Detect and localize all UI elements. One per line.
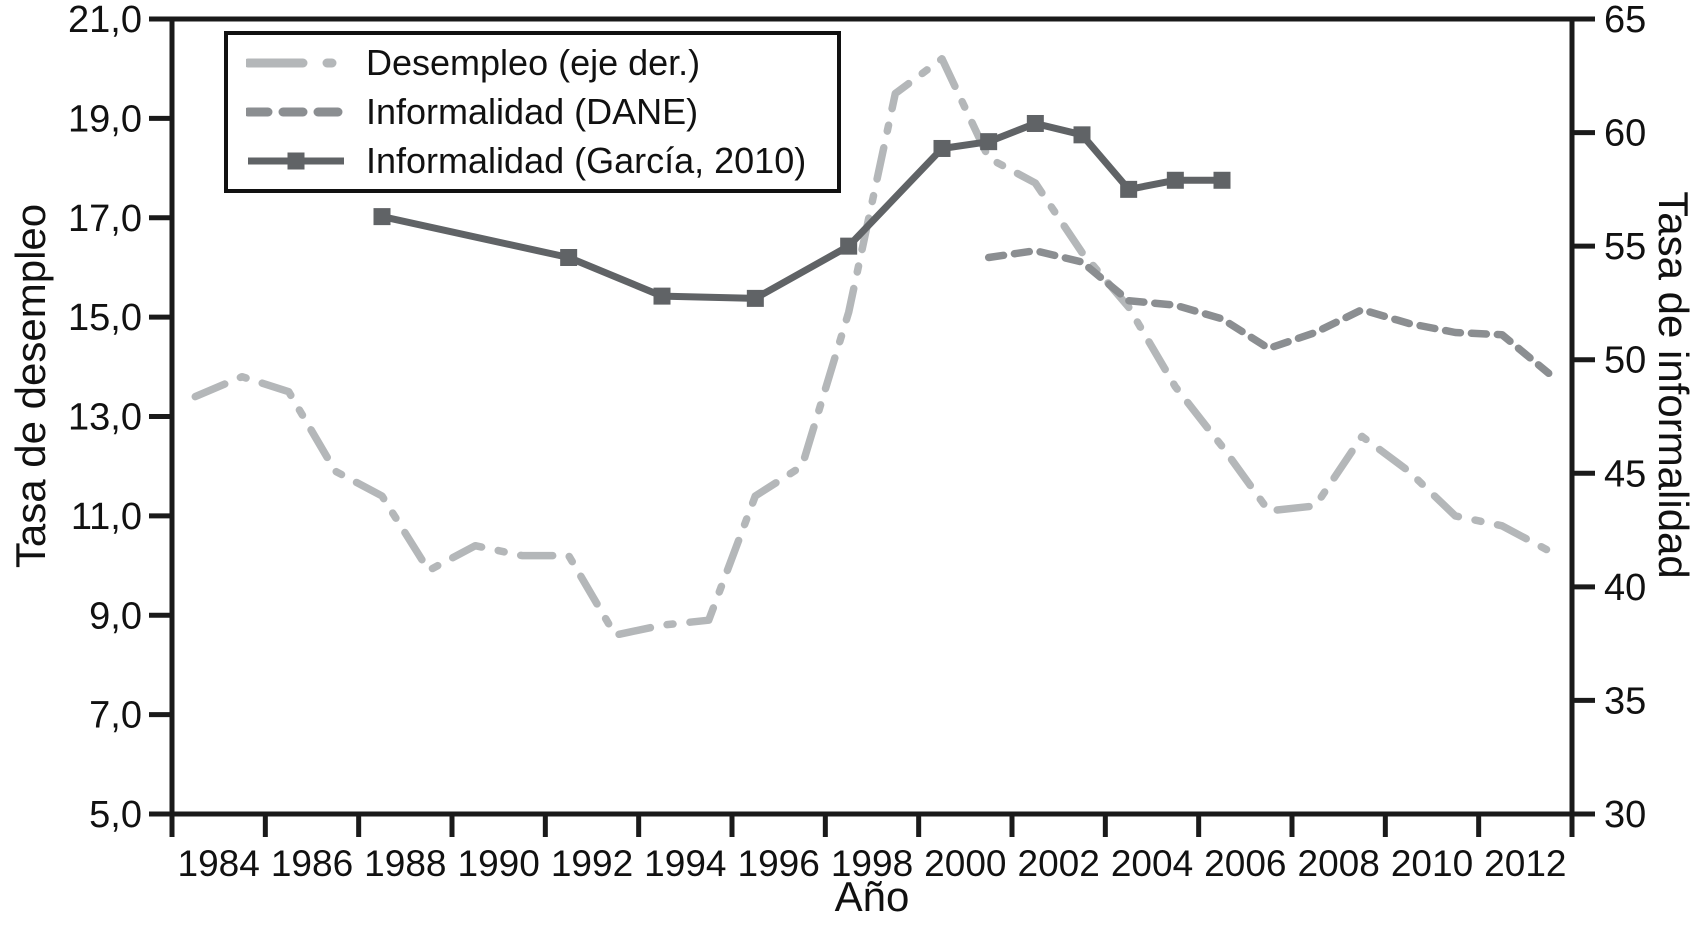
x-tick-label: 2000	[924, 843, 1006, 884]
x-tick-label: 2012	[1484, 843, 1566, 884]
x-tick-label: 2006	[1204, 843, 1286, 884]
y-right-tick-label: 60	[1604, 113, 1646, 155]
y-left-tick-label: 11,0	[71, 496, 142, 538]
series-marker-2	[933, 139, 951, 157]
series-marker-2	[1073, 126, 1091, 144]
series-marker-2	[653, 287, 671, 305]
series-marker-2	[1166, 171, 1184, 189]
legend: Desempleo (eje der.) Informalidad (DANE)…	[224, 31, 841, 193]
series-marker-2	[1026, 114, 1044, 132]
dane-dashed-swatch-icon	[246, 107, 346, 117]
series-marker-2	[1213, 171, 1231, 189]
y-right-tick-label: 45	[1604, 453, 1646, 495]
legend-label-informalidad-dane: Informalidad (DANE)	[366, 90, 699, 132]
x-tick-label: 1984	[178, 843, 260, 884]
legend-label-informalidad-garcia: Informalidad (García, 2010)	[366, 139, 807, 181]
legend-item-informalidad-dane: Informalidad (DANE)	[246, 91, 831, 133]
series-marker-2	[1120, 180, 1138, 198]
y-left-tick-label: 15,0	[68, 297, 142, 339]
series-marker-2	[840, 237, 858, 255]
legend-item-desempleo: Desempleo (eje der.)	[246, 42, 831, 84]
y-left-tick-label: 21,0	[68, 0, 142, 41]
series-marker-2	[560, 249, 578, 266]
series-line-0	[191, 55, 1553, 639]
legend-item-informalidad-garcia: Informalidad (García, 2010)	[246, 140, 831, 182]
x-tick-label: 1994	[644, 843, 726, 884]
y-right-tick-label: 65	[1604, 0, 1646, 41]
y-right-tick-label: 35	[1604, 680, 1646, 722]
y-left-tick-label: 9,0	[89, 595, 142, 637]
x-tick-label: 1996	[738, 843, 820, 884]
x-tick-label: 1998	[831, 843, 913, 884]
y-left-tick-label: 13,0	[68, 397, 142, 439]
y-right-tick-label: 55	[1604, 226, 1646, 268]
y-right-tick-label: 40	[1604, 567, 1646, 609]
desempleo-dashdot-swatch-icon	[246, 58, 346, 68]
x-tick-label: 2008	[1298, 843, 1380, 884]
right-axis-title: Tasa de informalidad	[1650, 191, 1697, 579]
garcia-solid-square-swatch-icon	[248, 152, 344, 170]
series-marker-2	[980, 133, 998, 151]
x-tick-label: 2002	[1018, 843, 1100, 884]
y-left-tick-label: 17,0	[68, 198, 142, 240]
left-axis-title: Tasa de desempleo	[7, 203, 54, 569]
series-marker-2	[373, 208, 391, 226]
series-line-1	[984, 246, 1553, 378]
legend-label-desempleo: Desempleo (eje der.)	[366, 42, 701, 84]
y-left-tick-label: 19,0	[68, 98, 142, 140]
x-axis-title: Año	[834, 873, 910, 920]
x-tick-label: 2004	[1111, 843, 1193, 884]
x-tick-label: 1986	[271, 843, 353, 884]
y-right-tick-label: 30	[1604, 794, 1646, 836]
x-tick-label: 1988	[364, 843, 446, 884]
series-marker-2	[746, 289, 764, 307]
y-left-tick-label: 7,0	[89, 695, 142, 737]
x-tick-label: 1992	[551, 843, 633, 884]
y-right-tick-label: 50	[1604, 340, 1646, 382]
x-tick-label: 1990	[458, 843, 540, 884]
y-left-tick-label: 5,0	[89, 794, 142, 836]
x-tick-label: 2010	[1391, 843, 1473, 884]
